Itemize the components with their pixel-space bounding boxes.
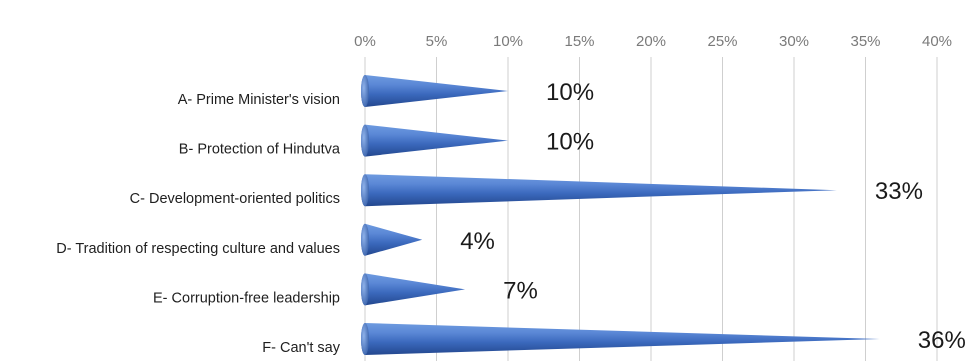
value-label: 10%: [546, 79, 594, 106]
category-labels: A- Prime Minister's vision B- Protection …: [56, 92, 341, 356]
x-tick-label: 0%: [354, 33, 376, 50]
x-axis-ticks: 0% 5% 10% 15% 20% 25% 30% 35% 40%: [354, 33, 952, 50]
bar: [361, 223, 423, 256]
bar: [361, 124, 508, 157]
value-label: 36%: [918, 327, 966, 354]
bar: [361, 75, 508, 107]
bar: [361, 174, 837, 207]
category-label: C- Development-oriented politics: [130, 191, 340, 207]
x-tick-label: 15%: [564, 33, 594, 50]
x-tick-label: 10%: [493, 33, 523, 50]
x-tick-label: 30%: [779, 33, 809, 50]
category-label: F- Can't say: [262, 340, 340, 356]
category-label: E- Corruption-free leadership: [153, 290, 340, 306]
gridlines: [364, 57, 938, 361]
bar-base-cap: [361, 124, 369, 157]
x-tick-label: 25%: [707, 33, 737, 50]
x-tick-label: 35%: [850, 33, 880, 50]
bars: [361, 75, 880, 355]
value-label: 4%: [460, 228, 495, 255]
x-tick-label: 40%: [922, 33, 952, 50]
x-tick-label: 5%: [426, 33, 448, 50]
value-labels: 10% 10% 33% 4% 7% 36%: [460, 79, 966, 354]
bar-base-cap: [361, 75, 369, 107]
value-label: 33%: [875, 178, 923, 205]
bar: [361, 323, 880, 355]
bar: [361, 273, 466, 306]
value-label: 10%: [546, 129, 594, 156]
category-label: B- Protection of Hindutva: [179, 142, 341, 158]
bar-base-cap: [361, 273, 369, 306]
bar-base-cap: [361, 174, 369, 207]
category-label: D- Tradition of respecting culture and v…: [56, 241, 340, 257]
category-label: A- Prime Minister's vision: [178, 92, 340, 108]
bar-base-cap: [361, 223, 369, 256]
bar-base-cap: [361, 323, 369, 355]
value-label: 7%: [503, 277, 538, 304]
x-tick-label: 20%: [636, 33, 666, 50]
